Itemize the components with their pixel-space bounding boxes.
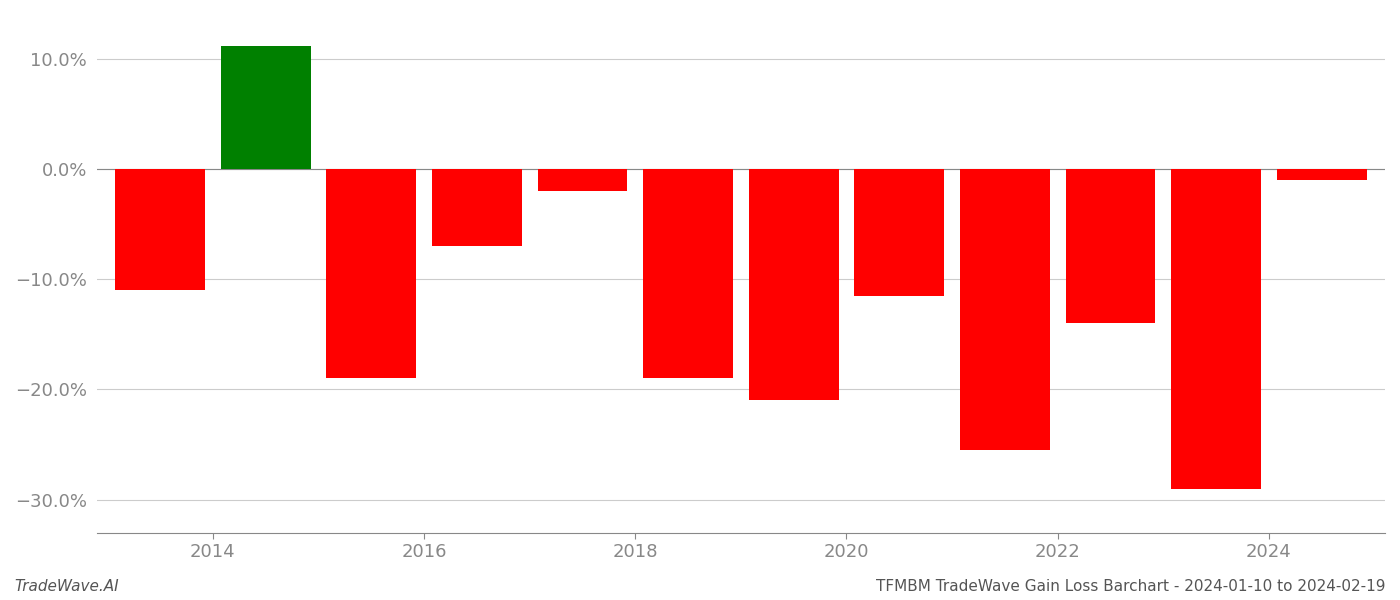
- Bar: [960, 169, 1050, 450]
- Bar: [433, 169, 522, 246]
- Bar: [749, 169, 839, 400]
- Bar: [643, 169, 734, 379]
- Bar: [221, 46, 311, 169]
- Bar: [1277, 169, 1366, 180]
- Bar: [854, 169, 944, 296]
- Text: TFMBM TradeWave Gain Loss Barchart - 2024-01-10 to 2024-02-19: TFMBM TradeWave Gain Loss Barchart - 202…: [876, 579, 1386, 594]
- Text: TradeWave.AI: TradeWave.AI: [14, 579, 119, 594]
- Bar: [1065, 169, 1155, 323]
- Bar: [538, 169, 627, 191]
- Bar: [115, 169, 204, 290]
- Bar: [1172, 169, 1261, 488]
- Bar: [326, 169, 416, 379]
